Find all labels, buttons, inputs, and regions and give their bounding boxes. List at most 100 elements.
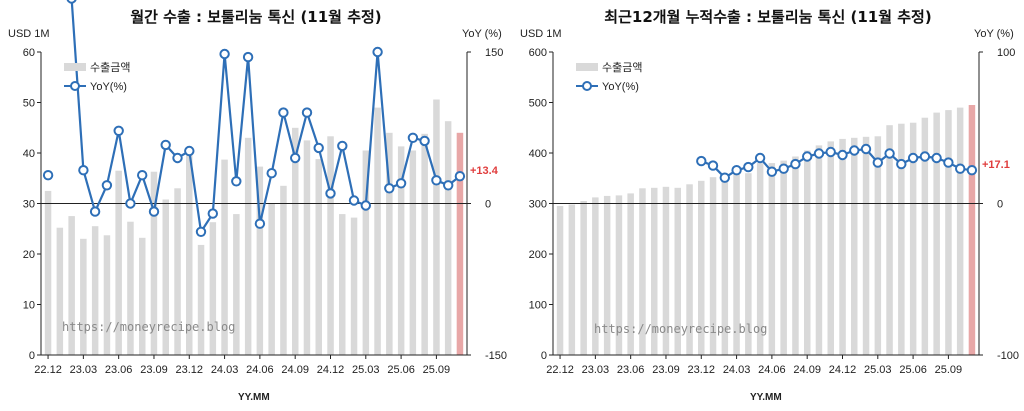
legend-line-marker [582,81,592,91]
right-tick-label: 0 [997,199,1003,211]
yoy-point [66,0,77,4]
bar [886,125,893,355]
bar [627,193,634,355]
yoy-point [443,180,454,191]
right-tick-label: 100 [997,47,1015,59]
bar [350,217,358,355]
watermark-text: https://moneyrecipe.blog [62,320,236,334]
yoy-point [813,148,825,159]
yoy-point [896,158,907,170]
yoy-point [242,51,254,63]
x-tick-label: 24.09 [281,364,309,376]
bar [674,187,681,355]
x-tick-label: 25.06 [387,364,415,376]
x-axis-label: YY.MM [238,392,270,403]
x-tick-label: 23.12 [176,364,204,376]
yoy-point [348,195,360,206]
yoy-point [360,200,371,211]
yoy-last-value-label: +17.1 [982,159,1010,171]
left-tick-label: 30 [23,199,35,211]
bar [662,186,670,355]
bar [709,177,717,355]
yoy-point [860,143,872,155]
x-tick-label: 25.03 [864,364,892,376]
bar [768,163,776,355]
bar [115,170,122,355]
yoy-point [849,145,860,156]
bar [444,121,452,355]
legend-bar-label: 수출금액 [90,61,130,74]
legend-line-marker [70,81,80,91]
bar [698,180,705,355]
chart-panel-monthly: 월간 수출 : 보툴리눔 톡신 (11월 추정) USD 1M YoY (%) … [8,0,507,403]
bar [815,145,823,355]
yoy-point [301,107,313,118]
bar [268,203,275,355]
bar-highlight [968,105,976,355]
yoy-point [907,152,919,164]
x-tick-label: 23.06 [617,364,645,376]
bar [256,166,264,355]
yoy-point [884,148,895,159]
right-tick-label: -100 [997,350,1019,362]
bar [639,188,646,355]
yoy-point [696,155,707,167]
x-tick-label: 22.12 [34,364,62,376]
yoy-point [207,208,219,219]
bar [804,150,811,355]
yoy-point [743,161,754,173]
yoy-point [955,163,966,174]
left-tick-label: 60 [23,47,35,59]
chart-title: 최근12개월 누적수출 : 보툴리눔 톡신 (11월 추정) [604,8,932,26]
right-tick-label: -150 [485,350,507,362]
yoy-point [837,149,848,161]
yoy-point [431,175,442,186]
bar [851,137,858,355]
bar [956,107,964,355]
bar [209,222,217,355]
bar [568,204,576,355]
yoy-point [254,218,266,229]
legend-bar-swatch [576,63,598,71]
x-tick-label: 25.06 [899,364,927,376]
chart-title: 월간 수출 : 보툴리눔 톡신 (11월 추정) [130,8,382,26]
x-tick-label: 24.09 [793,364,821,376]
yoy-point [790,158,801,170]
legend-bar-swatch [64,63,86,71]
bar [386,132,393,355]
bar [945,110,952,355]
right-tick-label: 150 [485,47,503,59]
bar [174,188,181,355]
x-tick-label: 24.03 [723,364,751,376]
left-tick-label: 600 [529,47,547,59]
x-tick-label: 24.12 [317,364,345,376]
bar [315,159,322,355]
right-tick-label: 0 [485,199,491,211]
bar [409,150,417,355]
x-tick-label: 23.03 [70,364,98,376]
yoy-point [825,146,836,158]
bar [197,244,205,355]
yoy-point [707,160,719,171]
x-axis-label: YY.MM [750,392,782,403]
bar [839,138,846,355]
x-tick-label: 25.09 [423,364,451,376]
bar [280,185,287,355]
x-tick-label: 24.03 [211,364,239,376]
yoy-point [919,151,931,162]
yoy-point [966,165,978,176]
left-tick-label: 50 [23,98,35,110]
bar [733,171,740,355]
left-tick-label: 200 [529,249,547,261]
bar [874,136,882,355]
bar [186,147,193,355]
bar [898,123,905,355]
bar [592,197,599,355]
bar [362,150,370,355]
yoy-point [407,132,419,144]
bar [686,184,693,355]
bar [580,201,587,355]
x-tick-label: 24.12 [829,364,857,376]
bar [433,99,440,355]
yoy-point [101,180,113,191]
